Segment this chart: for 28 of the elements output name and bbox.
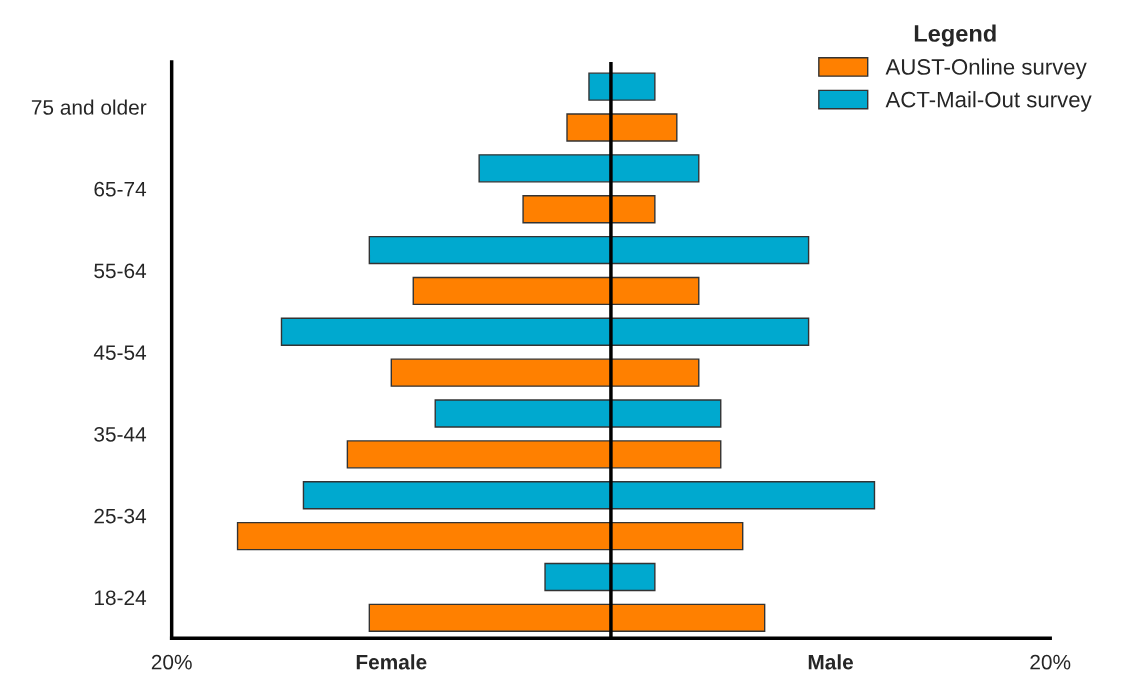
bar [478,154,700,183]
bar [566,113,678,142]
bar [522,195,656,224]
bar [280,317,810,346]
y-tick-label: 25-34 [94,508,147,524]
x-tick-label: Male [808,654,854,670]
y-tick-label: 18-24 [94,590,147,606]
bar [346,440,722,469]
bar [302,481,876,510]
legend-label: AUST-Online survey [885,58,1087,80]
y-tick-label: 75 and older [31,99,147,115]
bar [434,399,722,428]
x-tick-label: Female [356,654,427,670]
bar [544,562,656,592]
bar [368,603,766,632]
y-tick-label: 45-54 [93,345,147,360]
bar [412,276,700,306]
bar [236,521,744,551]
legend-title: Legend [914,24,996,47]
bar [390,358,700,387]
y-tick-label: 55-64 [94,263,147,279]
bar [588,72,656,101]
y-tick-label: 35-44 [94,426,147,442]
legend-label: ACT-Mail-Out survey [885,91,1092,112]
x-tick-label: 20% [151,654,192,670]
bar [368,235,810,265]
y-tick-label: 65-74 [94,181,147,197]
x-tick-label: 20% [1030,654,1071,670]
